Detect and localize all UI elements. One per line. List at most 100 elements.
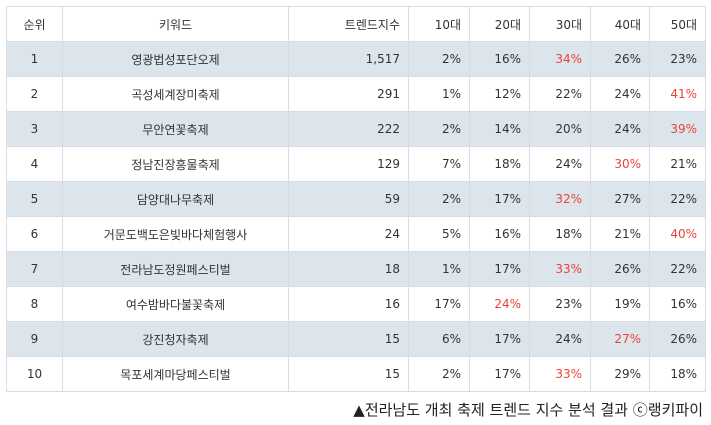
keyword-cell: 거문도백도은빛바다체험행사: [62, 216, 289, 252]
age-40s-cell: 21%: [590, 216, 650, 252]
festival-trend-table: 순위 키워드 트렌드지수 10대 20대 30대 40대 50대 1 영광법성포단…: [6, 6, 706, 392]
age-20s-cell: 16%: [469, 216, 530, 252]
age-40s-cell: 30%: [590, 146, 650, 182]
age-20s-cell: 16%: [469, 41, 530, 77]
header-trend-index: 트렌드지수: [288, 6, 409, 42]
keyword-cell: 곡성세계장미축제: [62, 76, 289, 112]
age-10s-cell: 1%: [408, 76, 470, 112]
rank-cell: 5: [6, 181, 63, 217]
header-age-10s: 10대: [408, 6, 470, 42]
header-age-20s: 20대: [469, 6, 530, 42]
age-50s-cell: 22%: [649, 251, 706, 287]
table-row: 10 목포세계마당페스티벌 15 2% 17% 33% 29% 18%: [6, 356, 706, 392]
header-age-50s: 50대: [649, 6, 706, 42]
rank-cell: 2: [6, 76, 63, 112]
keyword-cell: 무안연꽃축제: [62, 111, 289, 147]
age-10s-cell: 7%: [408, 146, 470, 182]
age-30s-cell: 23%: [529, 286, 591, 322]
table-row: 7 전라남도정원페스티벌 18 1% 17% 33% 26% 22%: [6, 251, 706, 287]
rank-cell: 1: [6, 41, 63, 77]
table-row: 1 영광법성포단오제 1,517 2% 16% 34% 26% 23%: [6, 41, 706, 77]
age-40s-cell: 26%: [590, 41, 650, 77]
age-10s-cell: 2%: [408, 356, 470, 392]
age-30s-cell: 32%: [529, 181, 591, 217]
age-20s-cell: 17%: [469, 356, 530, 392]
age-20s-cell: 17%: [469, 251, 530, 287]
age-10s-cell: 17%: [408, 286, 470, 322]
trend-index-cell: 129: [288, 146, 409, 182]
table-caption: ▲전라남도 개최 축제 트렌드 지수 분석 결과 ⓒ랭키파이: [353, 401, 703, 419]
rank-cell: 10: [6, 356, 63, 392]
table-row: 9 강진청자축제 15 6% 17% 24% 27% 26%: [6, 321, 706, 357]
age-40s-cell: 19%: [590, 286, 650, 322]
age-30s-cell: 20%: [529, 111, 591, 147]
keyword-cell: 정남진장흥물축제: [62, 146, 289, 182]
age-50s-cell: 16%: [649, 286, 706, 322]
age-30s-cell: 24%: [529, 146, 591, 182]
age-10s-cell: 6%: [408, 321, 470, 357]
age-20s-cell: 12%: [469, 76, 530, 112]
age-10s-cell: 5%: [408, 216, 470, 252]
age-10s-cell: 1%: [408, 251, 470, 287]
age-30s-cell: 33%: [529, 356, 591, 392]
age-40s-cell: 27%: [590, 321, 650, 357]
age-20s-cell: 14%: [469, 111, 530, 147]
trend-index-cell: 291: [288, 76, 409, 112]
age-20s-cell: 17%: [469, 321, 530, 357]
age-50s-cell: 23%: [649, 41, 706, 77]
header-age-30s: 30대: [529, 6, 591, 42]
trend-index-cell: 222: [288, 111, 409, 147]
age-10s-cell: 2%: [408, 111, 470, 147]
age-30s-cell: 18%: [529, 216, 591, 252]
trend-index-cell: 16: [288, 286, 409, 322]
keyword-cell: 목포세계마당페스티벌: [62, 356, 289, 392]
trend-index-cell: 15: [288, 321, 409, 357]
age-10s-cell: 2%: [408, 41, 470, 77]
header-age-40s: 40대: [590, 6, 650, 42]
table-row: 3 무안연꽃축제 222 2% 14% 20% 24% 39%: [6, 111, 706, 147]
age-50s-cell: 22%: [649, 181, 706, 217]
age-50s-cell: 41%: [649, 76, 706, 112]
age-10s-cell: 2%: [408, 181, 470, 217]
age-40s-cell: 27%: [590, 181, 650, 217]
age-30s-cell: 34%: [529, 41, 591, 77]
keyword-cell: 여수밤바다불꽃축제: [62, 286, 289, 322]
table-row: 4 정남진장흥물축제 129 7% 18% 24% 30% 21%: [6, 146, 706, 182]
age-20s-cell: 17%: [469, 181, 530, 217]
rank-cell: 8: [6, 286, 63, 322]
age-40s-cell: 26%: [590, 251, 650, 287]
age-30s-cell: 24%: [529, 321, 591, 357]
age-20s-cell: 24%: [469, 286, 530, 322]
age-50s-cell: 26%: [649, 321, 706, 357]
age-40s-cell: 24%: [590, 76, 650, 112]
keyword-cell: 강진청자축제: [62, 321, 289, 357]
keyword-cell: 담양대나무축제: [62, 181, 289, 217]
age-30s-cell: 22%: [529, 76, 591, 112]
header-keyword: 키워드: [62, 6, 289, 42]
rank-cell: 3: [6, 111, 63, 147]
rank-cell: 7: [6, 251, 63, 287]
rank-cell: 4: [6, 146, 63, 182]
trend-index-cell: 15: [288, 356, 409, 392]
age-30s-cell: 33%: [529, 251, 591, 287]
rank-cell: 9: [6, 321, 63, 357]
header-row: 순위 키워드 트렌드지수 10대 20대 30대 40대 50대: [6, 6, 706, 42]
header-rank: 순위: [6, 6, 63, 42]
keyword-cell: 영광법성포단오제: [62, 41, 289, 77]
table-row: 6 거문도백도은빛바다체험행사 24 5% 16% 18% 21% 40%: [6, 216, 706, 252]
age-50s-cell: 39%: [649, 111, 706, 147]
keyword-cell: 전라남도정원페스티벌: [62, 251, 289, 287]
age-40s-cell: 29%: [590, 356, 650, 392]
age-20s-cell: 18%: [469, 146, 530, 182]
trend-index-cell: 1,517: [288, 41, 409, 77]
age-50s-cell: 21%: [649, 146, 706, 182]
trend-index-cell: 59: [288, 181, 409, 217]
age-50s-cell: 18%: [649, 356, 706, 392]
table-row: 5 담양대나무축제 59 2% 17% 32% 27% 22%: [6, 181, 706, 217]
table-row: 8 여수밤바다불꽃축제 16 17% 24% 23% 19% 16%: [6, 286, 706, 322]
age-40s-cell: 24%: [590, 111, 650, 147]
table-row: 2 곡성세계장미축제 291 1% 12% 22% 24% 41%: [6, 76, 706, 112]
rank-cell: 6: [6, 216, 63, 252]
age-50s-cell: 40%: [649, 216, 706, 252]
trend-index-cell: 24: [288, 216, 409, 252]
